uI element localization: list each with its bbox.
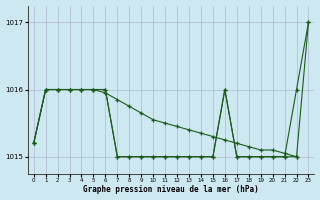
X-axis label: Graphe pression niveau de la mer (hPa): Graphe pression niveau de la mer (hPa) (83, 185, 259, 194)
